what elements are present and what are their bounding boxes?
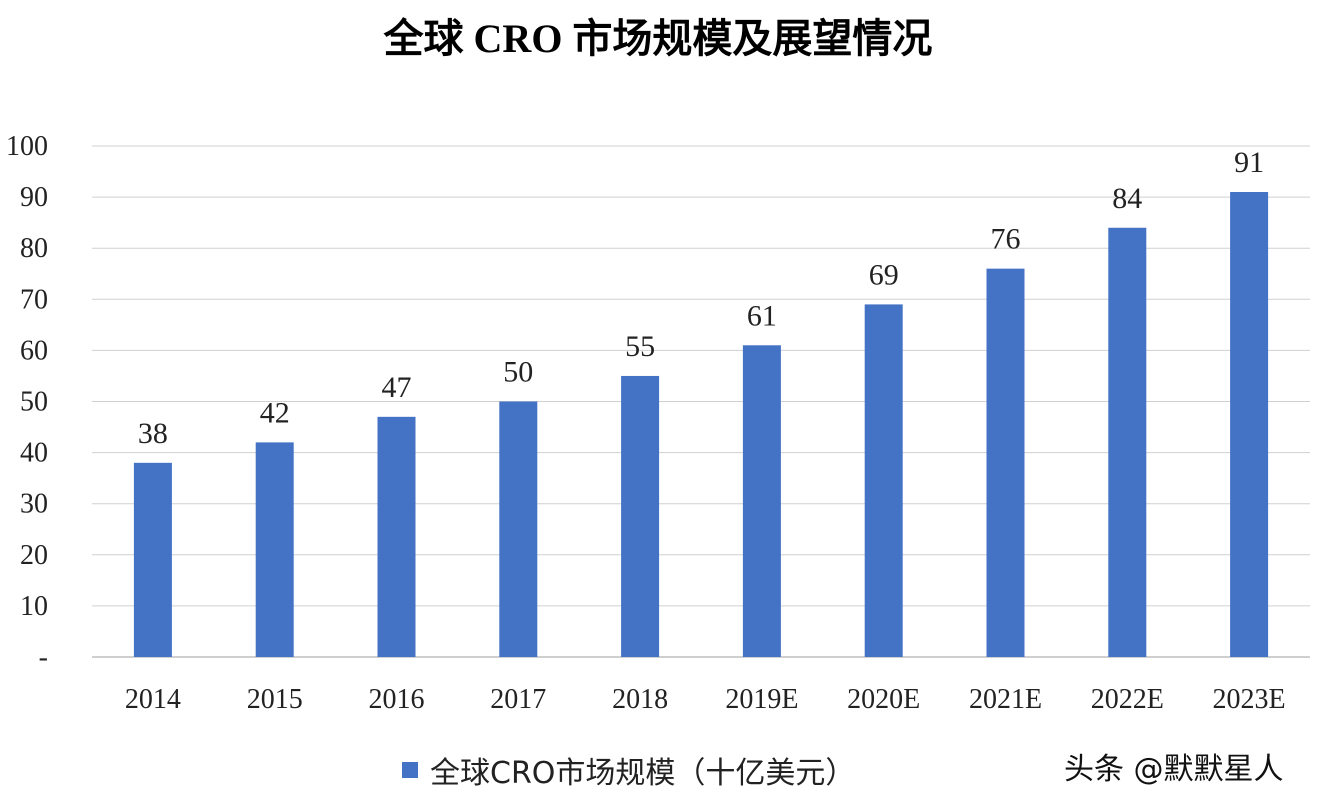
y-tick-label: 20: [20, 540, 48, 571]
x-tick-label: 2014: [125, 684, 181, 715]
x-tick-label: 2023E: [1213, 684, 1286, 715]
bar: [621, 375, 660, 657]
bar: [1108, 227, 1147, 657]
y-tick-label: 40: [20, 438, 48, 469]
y-tick-label: 50: [20, 387, 48, 418]
data-label: 38: [138, 417, 168, 450]
watermark: 头条 @默默星人: [1064, 752, 1284, 787]
bar: [742, 345, 781, 657]
data-label: 76: [991, 223, 1021, 256]
x-tick-label: 2021E: [969, 684, 1042, 715]
y-tick-label: -: [39, 642, 48, 673]
bar: [133, 462, 172, 657]
legend-swatch: [402, 762, 418, 778]
bar: [499, 401, 538, 657]
data-label: 47: [382, 371, 412, 404]
x-tick-label: 2016: [369, 684, 425, 715]
x-tick-label: 2019E: [725, 684, 798, 715]
bar: [255, 442, 294, 657]
data-label: 61: [747, 299, 777, 332]
data-label: 55: [625, 330, 655, 363]
bar: [864, 304, 903, 657]
x-tick-label: 2015: [247, 684, 303, 715]
bar: [1230, 191, 1269, 658]
x-tick-label: 2020E: [847, 684, 920, 715]
y-tick-label: 100: [6, 131, 48, 162]
x-tick-label: 2017: [490, 684, 546, 715]
y-tick-label: 70: [20, 284, 48, 315]
x-tick-label: 2022E: [1091, 684, 1164, 715]
y-tick-label: 30: [20, 489, 48, 520]
data-label: 91: [1234, 146, 1264, 179]
legend: 全球CRO市场规模（十亿美元）: [402, 748, 855, 792]
bar: [986, 268, 1025, 657]
data-label: 50: [503, 356, 533, 389]
y-tick-label: 60: [20, 335, 48, 366]
legend-label: 全球CRO市场规模（十亿美元）: [430, 756, 856, 791]
data-label: 84: [1112, 182, 1142, 215]
data-label: 42: [260, 396, 290, 429]
bar: [377, 416, 416, 657]
x-tick-label: 2018: [612, 684, 668, 715]
y-tick-label: 10: [20, 591, 48, 622]
y-tick-label: 80: [20, 233, 48, 264]
y-tick-label: 90: [20, 182, 48, 213]
data-label: 69: [869, 258, 899, 291]
chart-title: 全球 CRO 市场规模及展望情况: [383, 16, 933, 61]
